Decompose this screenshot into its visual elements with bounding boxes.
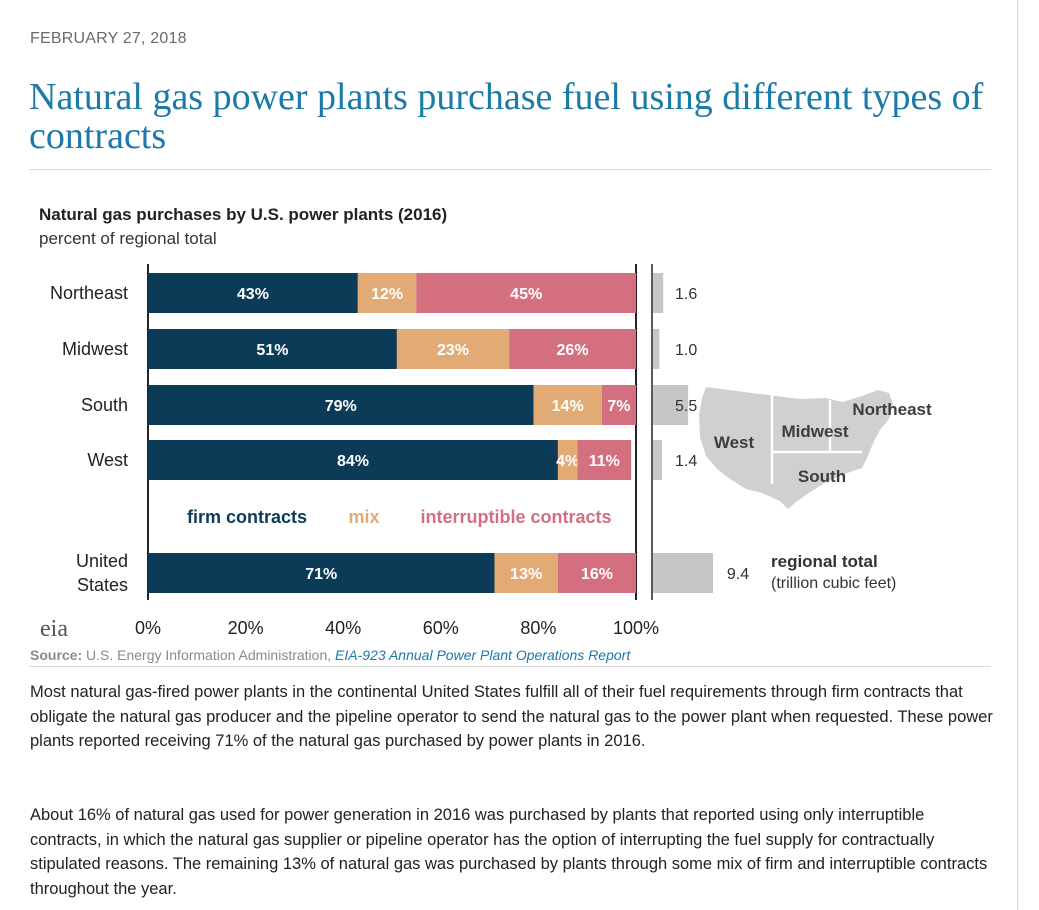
data-label-south-firm-contracts: 79% bbox=[325, 398, 357, 415]
total-bar-northeast bbox=[653, 273, 664, 313]
source-divider bbox=[29, 666, 991, 667]
data-label-west-interruptible-contracts: 11% bbox=[589, 453, 620, 470]
total-bar-west bbox=[653, 440, 662, 480]
map-label-midwest: Midwest bbox=[781, 422, 848, 441]
data-label-united-states-interruptible-contracts: 16% bbox=[581, 566, 613, 583]
bar-northeast-interruptible-contracts bbox=[416, 273, 636, 313]
source-label: Source: bbox=[30, 647, 83, 663]
legend-mix: mix bbox=[348, 507, 379, 527]
total-label-west: 1.4 bbox=[675, 453, 697, 470]
source-line: Source: U.S. Energy Information Administ… bbox=[30, 647, 630, 663]
bar-united-states-firm-contracts bbox=[148, 553, 495, 593]
article-paragraph-1: Most natural gas-fired power plants in t… bbox=[30, 683, 993, 750]
article-date: FEBRUARY 27, 2018 bbox=[30, 30, 187, 47]
category-label-south: South bbox=[81, 395, 128, 415]
legend-interruptible-contracts: interruptible contracts bbox=[420, 507, 611, 527]
bar-northeast-mix bbox=[357, 273, 417, 313]
data-label-midwest-firm-contracts: 51% bbox=[256, 342, 288, 359]
bar-midwest-firm-contracts bbox=[148, 329, 397, 369]
total-bar-south bbox=[653, 385, 689, 425]
bar-northeast-firm-contracts bbox=[148, 273, 358, 313]
map-label-northeast: Northeast bbox=[852, 400, 932, 419]
data-label-south-mix: 14% bbox=[552, 398, 584, 415]
totals-legend-label: regional total bbox=[771, 552, 878, 571]
bar-west-firm-contracts bbox=[148, 440, 558, 480]
category-label-northeast: Northeast bbox=[50, 283, 128, 303]
data-label-northeast-interruptible-contracts: 45% bbox=[510, 286, 542, 303]
bar-west-mix bbox=[557, 440, 578, 480]
title-divider bbox=[29, 169, 991, 170]
map-label-south: South bbox=[798, 467, 846, 486]
data-label-northeast-firm-contracts: 43% bbox=[237, 286, 269, 303]
data-label-united-states-mix: 13% bbox=[510, 566, 542, 583]
data-label-south-interruptible-contracts: 7% bbox=[607, 398, 630, 415]
plot-area: Northeast 43% 12% 45% 1.6 Midwest 51% 23% 26% 1.0… bbox=[50, 264, 749, 638]
total-label-south: 5.5 bbox=[675, 398, 697, 415]
eia-logo: eia bbox=[40, 616, 68, 642]
map-label-west: West bbox=[714, 433, 755, 452]
bar-midwest-interruptible-contracts bbox=[509, 329, 636, 369]
us-map-region-borders bbox=[770, 394, 862, 484]
article-title: Natural gas power plants purchase fuel u… bbox=[29, 76, 984, 157]
total-bar-united-states bbox=[653, 553, 713, 593]
category-label-midwest: Midwest bbox=[62, 339, 128, 359]
bar-midwest-mix bbox=[396, 329, 510, 369]
x-tick-40-: 40% bbox=[325, 618, 361, 638]
us-map-outline bbox=[699, 387, 893, 509]
bar-south-interruptible-contracts bbox=[601, 385, 636, 425]
total-label-midwest: 1.0 bbox=[675, 342, 697, 359]
chart-title: Natural gas purchases by U.S. power plan… bbox=[39, 205, 447, 224]
legend-firm-contracts: firm contracts bbox=[187, 507, 307, 527]
bar-united-states-interruptible-contracts bbox=[557, 553, 636, 593]
data-label-united-states-firm-contracts: 71% bbox=[305, 566, 337, 583]
page-right-border bbox=[1017, 0, 1018, 910]
total-label-northeast: 1.6 bbox=[675, 286, 697, 303]
data-label-west-firm-contracts: 84% bbox=[337, 453, 369, 470]
bar-south-firm-contracts bbox=[148, 385, 534, 425]
bar-west-interruptible-contracts bbox=[577, 440, 632, 480]
total-bar-midwest bbox=[653, 329, 660, 369]
data-label-west-mix: 4% bbox=[556, 453, 579, 470]
data-label-midwest-interruptible-contracts: 26% bbox=[557, 342, 589, 359]
chart-subtitle: percent of regional total bbox=[39, 229, 217, 248]
x-tick-0-: 0% bbox=[135, 618, 161, 638]
data-label-midwest-mix: 23% bbox=[437, 342, 469, 359]
x-tick-100-: 100% bbox=[613, 618, 659, 638]
x-tick-20-: 20% bbox=[228, 618, 264, 638]
category-label-west: West bbox=[87, 450, 128, 470]
bar-south-mix bbox=[533, 385, 602, 425]
source-link[interactable]: EIA-923 Annual Power Plant Operations Re… bbox=[335, 647, 631, 663]
source-text: U.S. Energy Information Administration, bbox=[82, 647, 336, 663]
bar-united-states-mix bbox=[494, 553, 558, 593]
totals-legend-unit: (trillion cubic feet) bbox=[771, 575, 896, 592]
x-tick-60-: 60% bbox=[423, 618, 459, 638]
chart: West Midwest Northeast South Natural gas… bbox=[39, 205, 932, 642]
category-label-united-states: United States bbox=[76, 551, 128, 595]
article-paragraph-2: About 16% of natural gas used for power … bbox=[30, 806, 988, 898]
us-map: West Midwest Northeast South bbox=[699, 387, 932, 509]
total-label-united-states: 9.4 bbox=[727, 566, 749, 583]
x-tick-80-: 80% bbox=[520, 618, 556, 638]
data-label-northeast-mix: 12% bbox=[371, 286, 403, 303]
